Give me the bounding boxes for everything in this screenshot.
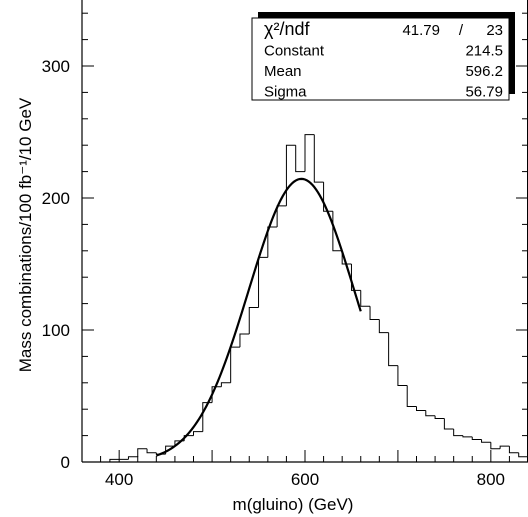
histogram-bin — [378, 319, 389, 334]
histogram-bin — [425, 410, 436, 417]
stats-row-value: 56.79 — [465, 84, 503, 101]
histogram-bin — [416, 406, 426, 412]
histogram-bin — [369, 306, 380, 320]
histogram-bin — [388, 332, 398, 367]
stats-row-label: Constant — [264, 43, 325, 60]
histogram-bin — [285, 144, 296, 206]
histogram-bin — [239, 333, 250, 348]
histogram-bin — [490, 442, 501, 450]
histogram-bin — [471, 436, 482, 441]
histogram-bin — [193, 431, 203, 436]
y-tick-label: 300 — [42, 57, 70, 76]
histogram-bin — [323, 182, 333, 212]
x-axis-label: m(gluino) (GeV) — [233, 495, 354, 514]
y-tick-label: 100 — [42, 321, 70, 340]
histogram-bin — [518, 452, 528, 458]
gaussian-fit-curve — [155, 177, 362, 457]
histogram-bin — [434, 415, 445, 419]
histogram-bin — [397, 365, 408, 386]
histogram-bin — [443, 418, 454, 430]
histogram-bin — [127, 456, 138, 460]
histogram-bin — [304, 134, 315, 172]
histogram-bin — [360, 290, 371, 307]
stats-row-value: 41.79 — [402, 22, 440, 39]
stats-row-value: 596.2 — [465, 63, 503, 80]
x-tick-label: 800 — [477, 470, 505, 489]
stats-row-label: χ²/ndf — [264, 19, 310, 39]
x-tick-label: 400 — [105, 470, 133, 489]
histogram-bin — [453, 429, 463, 437]
histogram-bin — [137, 448, 148, 457]
stats-row-ndf: 23 — [486, 22, 503, 39]
histogram-bin — [267, 226, 278, 258]
stats-row-separator: / — [459, 22, 464, 39]
histogram-bin — [109, 458, 120, 462]
histogram-bin — [220, 382, 231, 387]
histogram-bin — [508, 446, 519, 454]
histogram-bin — [313, 134, 324, 183]
stats-row-label: Sigma — [264, 84, 307, 101]
histogram-bin — [350, 264, 361, 291]
stats-box — [251, 17, 510, 101]
y-axis-label: Mass combinations/100 fb⁻¹/10 GeV — [16, 97, 35, 372]
histogram-bin — [406, 385, 417, 408]
histogram-bin — [248, 307, 259, 334]
histogram-bin — [146, 448, 157, 454]
histogram-bin — [481, 439, 491, 443]
histogram-bin — [499, 445, 510, 449]
histogram-bin — [295, 145, 305, 173]
histogram-bin — [211, 386, 222, 403]
y-tick-label: 200 — [42, 189, 70, 208]
histogram-bin — [462, 435, 473, 438]
y-tick-label: 0 — [61, 453, 70, 472]
x-tick-label: 600 — [291, 470, 319, 489]
stats-row-label: Mean — [264, 63, 302, 80]
stats-row-value: 214.5 — [465, 43, 503, 60]
